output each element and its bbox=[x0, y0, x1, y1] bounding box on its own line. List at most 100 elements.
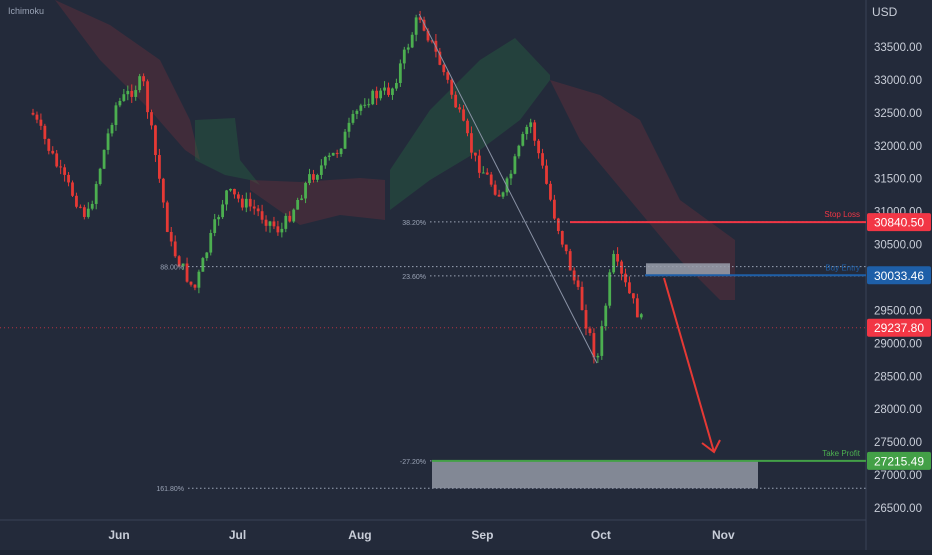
candle-body bbox=[391, 88, 394, 95]
candle-body bbox=[564, 244, 568, 252]
candle-body bbox=[292, 209, 296, 222]
candle-body bbox=[229, 188, 232, 191]
candle-body bbox=[347, 122, 351, 132]
candle-body bbox=[430, 40, 434, 42]
candle-body bbox=[351, 113, 355, 123]
buy-entry-label: Buy Entry bbox=[825, 263, 860, 272]
buy-entry-badge bbox=[867, 266, 931, 285]
candle-body bbox=[55, 153, 59, 167]
candle-body bbox=[339, 148, 343, 155]
candle-body bbox=[387, 87, 390, 95]
candle-body bbox=[98, 168, 102, 185]
candle-body bbox=[438, 51, 442, 65]
projection-arrow[interactable] bbox=[663, 277, 715, 453]
fib-trend-line[interactable] bbox=[418, 13, 598, 364]
candle-body bbox=[395, 82, 398, 89]
candle-body bbox=[363, 104, 367, 106]
candle-body bbox=[549, 183, 552, 200]
candle-body bbox=[632, 293, 635, 299]
candle-body bbox=[110, 124, 114, 134]
cloud-red-2 bbox=[250, 178, 385, 225]
candle-body bbox=[142, 76, 145, 82]
candle-body bbox=[47, 138, 51, 151]
candle-body bbox=[612, 254, 616, 273]
candle-body bbox=[426, 30, 430, 41]
y-tick-label: 32000.00 bbox=[874, 141, 922, 153]
candle-body bbox=[59, 166, 63, 168]
candle-body bbox=[244, 198, 248, 208]
candle-body bbox=[422, 19, 426, 31]
candle-body bbox=[138, 76, 142, 91]
y-tick-label: 28500.00 bbox=[874, 371, 922, 383]
take-profit-zone-box[interactable] bbox=[432, 460, 758, 489]
candle-body bbox=[628, 282, 631, 294]
candle-body bbox=[414, 17, 418, 35]
candle-body bbox=[442, 64, 446, 73]
candle-body bbox=[296, 199, 300, 210]
candle-body bbox=[568, 251, 572, 271]
candle-body bbox=[596, 355, 600, 358]
candle-body bbox=[316, 174, 319, 180]
candle-body bbox=[477, 155, 481, 173]
candle-body bbox=[260, 211, 264, 220]
candle-body bbox=[43, 125, 47, 139]
candle-body bbox=[86, 208, 90, 217]
candle-body bbox=[335, 152, 339, 155]
fib-level-label: 161.80% bbox=[156, 486, 184, 493]
candle-body bbox=[521, 134, 525, 146]
take-profit-label: Take Profit bbox=[822, 449, 861, 458]
candle-body bbox=[225, 190, 228, 205]
projection-arrow-head bbox=[701, 439, 721, 454]
candle-body bbox=[580, 286, 584, 311]
candle-body bbox=[221, 204, 224, 218]
buy-entry-badge-label: 30033.46 bbox=[874, 269, 924, 283]
candle-body bbox=[635, 298, 639, 318]
candle-body bbox=[150, 112, 153, 126]
candle-body bbox=[481, 172, 485, 174]
entry-zone-box[interactable] bbox=[646, 263, 730, 276]
time-axis[interactable]: Jun Jul Aug Sep Oct Nov bbox=[108, 528, 735, 542]
y-tick-label: 29000.00 bbox=[874, 338, 922, 350]
candle-body bbox=[620, 261, 623, 274]
candle-body bbox=[197, 271, 201, 288]
candle-body bbox=[280, 228, 284, 233]
candle-body bbox=[600, 326, 604, 356]
candle-body bbox=[237, 194, 240, 199]
cloud-green-1 bbox=[195, 118, 260, 185]
candle-body bbox=[533, 122, 537, 141]
candle-body bbox=[63, 167, 66, 175]
candle-body bbox=[639, 314, 643, 318]
y-tick-label: 28000.00 bbox=[874, 404, 922, 416]
candle-body bbox=[31, 112, 35, 115]
candle-body bbox=[462, 109, 465, 121]
candle-body bbox=[379, 90, 382, 99]
y-tick-label: 32500.00 bbox=[874, 108, 922, 120]
candle-body bbox=[75, 195, 78, 207]
candle-body bbox=[450, 79, 454, 95]
candle-body bbox=[319, 165, 323, 175]
stop-loss-badge-label: 30840.50 bbox=[874, 216, 924, 230]
candle-body bbox=[209, 232, 213, 253]
candle-body bbox=[39, 119, 43, 126]
y-tick-label: 27500.00 bbox=[874, 437, 922, 449]
candle-body bbox=[177, 256, 181, 267]
candle-body bbox=[304, 182, 307, 199]
candle-body bbox=[493, 184, 497, 195]
price-axis[interactable]: 33500.00 33000.00 32500.00 32000.00 31500.00… bbox=[867, 42, 931, 515]
candle-body bbox=[556, 218, 560, 232]
candle-body bbox=[173, 241, 177, 257]
candle-body bbox=[343, 131, 347, 149]
candle-body bbox=[272, 221, 276, 227]
candle-body bbox=[466, 120, 469, 134]
x-tick-label: Oct bbox=[591, 528, 611, 542]
candle-body bbox=[608, 272, 612, 306]
candle-body bbox=[51, 150, 55, 154]
candle-body bbox=[169, 231, 173, 242]
candle-body bbox=[398, 63, 402, 83]
y-tick-label: 33500.00 bbox=[874, 42, 922, 54]
candle-body bbox=[181, 263, 185, 267]
candle-body bbox=[470, 133, 473, 153]
fib-level-label: 38.20% bbox=[402, 220, 426, 227]
